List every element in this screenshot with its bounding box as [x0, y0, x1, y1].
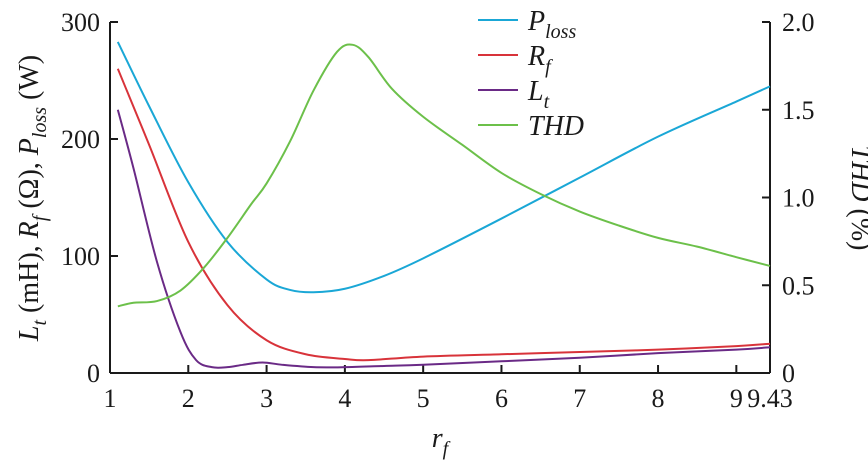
series-line-thd	[117, 43, 771, 308]
x-tick-label: 8	[652, 384, 665, 413]
legend-label-sub: loss	[545, 21, 576, 43]
y-left-tick-label: 0	[87, 359, 100, 388]
y-right-tick-label: 2.0	[782, 8, 815, 37]
x-tick-label: 9.43	[747, 384, 793, 413]
legend-label: Rf	[527, 41, 553, 78]
y-left-tick-label: 300	[61, 8, 100, 37]
series-line-l-t	[116, 109, 771, 369]
y-right-tick-label: 1.0	[782, 184, 815, 213]
y-right-tick-label: 0	[782, 359, 795, 388]
x-tick-label: 2	[182, 384, 195, 413]
series-layer	[116, 41, 771, 369]
series-line-p-loss	[116, 41, 771, 294]
series-line-r-f	[116, 68, 771, 362]
legend-label: Lt	[527, 76, 550, 113]
legend-label-main: L	[527, 76, 544, 107]
x-tick-label: 3	[260, 384, 273, 413]
legend-label-main: R	[527, 41, 545, 72]
y-left-axis-label: Lt (mH), Rf (Ω), Ploss (W)	[14, 55, 51, 342]
y-right-tick-label: 0.5	[782, 271, 815, 300]
legend-label-main: P	[527, 6, 545, 37]
y-right-axis-label: THD (%)	[845, 146, 868, 251]
legend-label: Ploss	[527, 6, 576, 43]
x-tick-label: 6	[495, 384, 508, 413]
x-tick-label: 4	[338, 384, 351, 413]
y-left-tick-label: 200	[61, 125, 100, 154]
x-tick-label: 1	[104, 384, 117, 413]
x-tick-label: 9	[730, 384, 743, 413]
legend-label-sub: t	[544, 91, 550, 113]
legend-label-sub: f	[545, 56, 553, 78]
legend-label: THD	[528, 111, 584, 142]
y-left-tick-label: 100	[61, 242, 100, 271]
axis-labels: rf Lt (mH), Rf (Ω), Ploss (W) THD (%)	[14, 55, 868, 460]
x-tick-label: 7	[573, 384, 586, 413]
legend-label-main: THD	[528, 111, 584, 142]
x-axis-label: rf	[432, 423, 451, 460]
y-right-tick-label: 1.5	[782, 96, 815, 125]
x-tick-label: 5	[417, 384, 430, 413]
